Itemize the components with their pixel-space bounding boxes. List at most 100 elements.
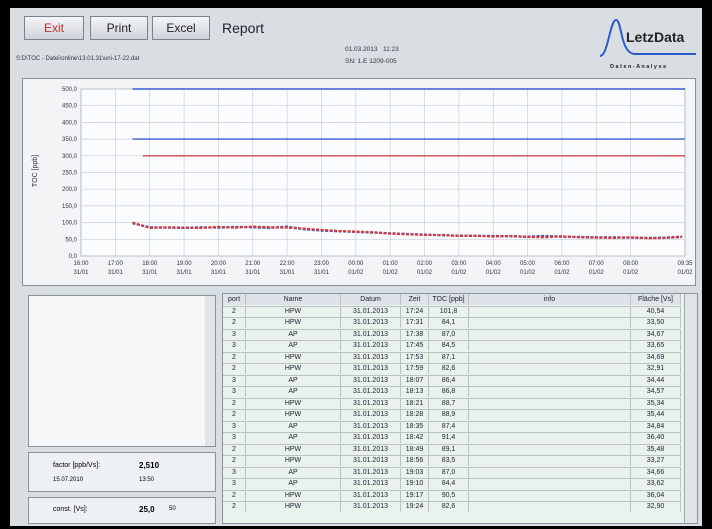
- table-cell: HPW: [246, 444, 341, 455]
- x-tick-sublabel: 31/01: [73, 270, 89, 276]
- table-cell: 35,34: [631, 398, 681, 409]
- column-header: info: [469, 294, 631, 305]
- table-cell: 2: [223, 317, 246, 328]
- x-tick-label: 08:00: [623, 261, 639, 267]
- y-tick-label: 500,0: [62, 87, 78, 93]
- y-tick-label: 100,0: [62, 221, 78, 227]
- table-cell: 84,5: [429, 340, 469, 351]
- table-cell: 31.01.2013: [341, 386, 401, 397]
- table-cell: 87,4: [429, 421, 469, 432]
- excel-button[interactable]: Excel: [152, 16, 210, 40]
- column-header: Datum: [341, 294, 401, 305]
- const-label: const. [Vs]:: [53, 506, 88, 513]
- table-cell: 2: [223, 409, 246, 420]
- table-cell: 86,4: [429, 375, 469, 386]
- table-cell: 34,66: [631, 467, 681, 478]
- x-tick-label: 09:35: [677, 261, 693, 267]
- table-cell: 89,1: [429, 444, 469, 455]
- table-cell: 91,4: [429, 432, 469, 443]
- table-cell: 19:03: [401, 467, 429, 478]
- table-cell: 2: [223, 444, 246, 455]
- factor-date: 15.07.2010: [53, 477, 83, 483]
- table-cell: 31.01.2013: [341, 432, 401, 443]
- table-cell: 18:35: [401, 421, 429, 432]
- table-cell-empty: [469, 398, 631, 409]
- table-cell-empty: [469, 444, 631, 455]
- x-tick-sublabel: 01/02: [589, 270, 605, 276]
- y-tick-label: 150,0: [62, 204, 78, 210]
- table-cell-empty: [469, 352, 631, 363]
- table-cell: 84,1: [429, 317, 469, 328]
- table-cell: 34,44: [631, 375, 681, 386]
- x-tick-sublabel: 01/02: [348, 270, 364, 276]
- table-cell: AP: [246, 478, 341, 489]
- table-cell: 34,67: [631, 329, 681, 340]
- const-extra: 50: [169, 506, 176, 512]
- table-cell-empty: [469, 455, 631, 466]
- table-cell: 3: [223, 478, 246, 489]
- table-cell: 101,8: [429, 306, 469, 317]
- x-tick-sublabel: 31/01: [108, 270, 124, 276]
- table-cell: 17:31: [401, 317, 429, 328]
- factor-panel: factor [ppb/Vs]: 2,510 15.07.2010 13:50: [28, 452, 216, 492]
- table-cell: 19:24: [401, 501, 429, 512]
- table-scrollbar[interactable]: [684, 294, 697, 523]
- table-cell: AP: [246, 329, 341, 340]
- table-cell: 19:17: [401, 490, 429, 501]
- print-button[interactable]: Print: [90, 16, 148, 40]
- x-tick-sublabel: 01/02: [486, 270, 502, 276]
- exit-button[interactable]: Exit: [24, 16, 84, 40]
- scrollbar[interactable]: [205, 296, 215, 446]
- table-cell-empty: [469, 421, 631, 432]
- table-cell: 33,50: [631, 317, 681, 328]
- chart: TOC [ppb] 0,050,0100,0150,0200,0250,0300…: [22, 78, 696, 286]
- table-cell: 18:21: [401, 398, 429, 409]
- table-cell: 3: [223, 375, 246, 386]
- table-cell: 19:10: [401, 478, 429, 489]
- x-tick-sublabel: 31/01: [314, 270, 330, 276]
- const-panel: const. [Vs]: 25,0 50: [28, 497, 216, 524]
- table-cell-empty: [469, 501, 631, 512]
- y-tick-label: 400,0: [62, 120, 78, 126]
- table-cell: 33,62: [631, 478, 681, 489]
- table-cell: 2: [223, 501, 246, 512]
- x-tick-sublabel: 31/01: [142, 270, 158, 276]
- table-cell-empty: [469, 386, 631, 397]
- table-cell: 88,9: [429, 409, 469, 420]
- factor-time: 13:50: [139, 477, 154, 483]
- table-cell: 31.01.2013: [341, 478, 401, 489]
- table-cell: 18:56: [401, 455, 429, 466]
- page: Exit Print Excel Report S:D\TOC - Datei\…: [0, 0, 712, 529]
- y-tick-label: 450,0: [62, 104, 78, 110]
- table-cell: 31.01.2013: [341, 340, 401, 351]
- table-cell: 36,40: [631, 432, 681, 443]
- table-cell: 87,0: [429, 329, 469, 340]
- x-tick-label: 05:00: [520, 261, 536, 267]
- table-cell: 2: [223, 306, 246, 317]
- table-cell: 34,69: [631, 352, 681, 363]
- x-tick-sublabel: 01/02: [520, 270, 536, 276]
- table-cell: 90,5: [429, 490, 469, 501]
- x-tick-label: 23:00: [314, 261, 330, 267]
- table-cell: 31.01.2013: [341, 467, 401, 478]
- table-cell-empty: [469, 340, 631, 351]
- x-tick-label: 17:00: [108, 261, 124, 267]
- table-cell: 31.01.2013: [341, 306, 401, 317]
- table-cell: 32,91: [631, 363, 681, 374]
- table-cell: 31.01.2013: [341, 317, 401, 328]
- table-cell: HPW: [246, 398, 341, 409]
- x-tick-label: 16:00: [73, 261, 89, 267]
- table-cell: AP: [246, 432, 341, 443]
- table-cell: HPW: [246, 490, 341, 501]
- text-box[interactable]: [28, 295, 216, 447]
- column-header: Fläche [Vs]: [631, 294, 681, 305]
- x-tick-label: 07:00: [589, 261, 605, 267]
- column-header: Name: [246, 294, 341, 305]
- table-cell-empty: [469, 329, 631, 340]
- table-cell: 31.01.2013: [341, 375, 401, 386]
- table-cell: 31.01.2013: [341, 398, 401, 409]
- table-cell: 83,5: [429, 455, 469, 466]
- table-cell: 3: [223, 421, 246, 432]
- x-tick-label: 00:00: [348, 261, 364, 267]
- table-cell: 35,44: [631, 409, 681, 420]
